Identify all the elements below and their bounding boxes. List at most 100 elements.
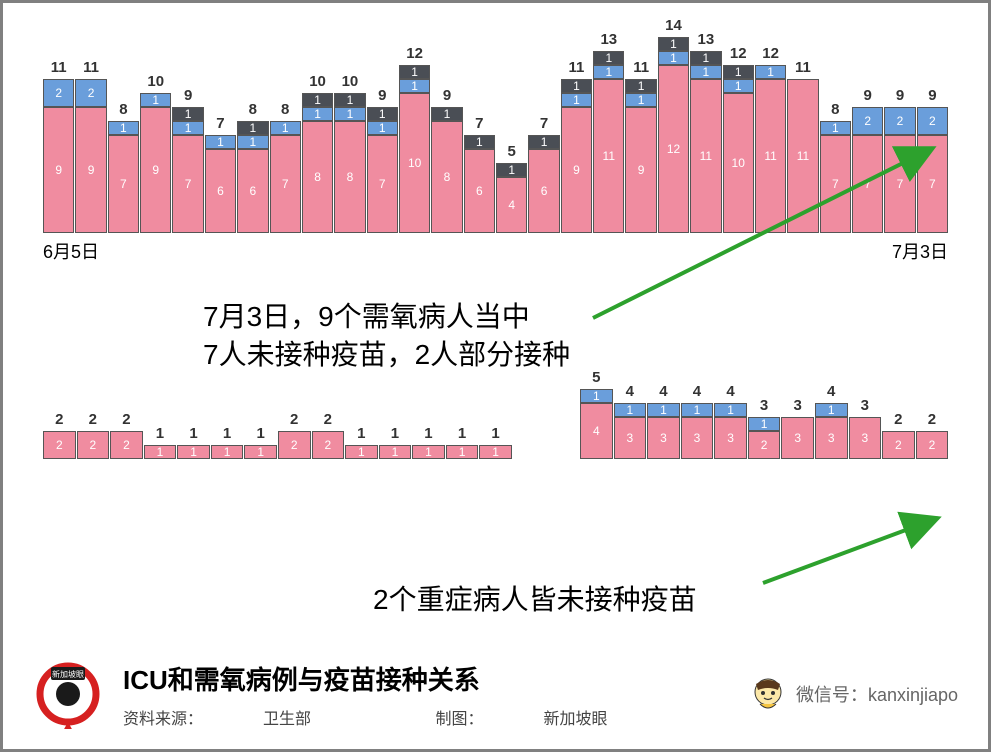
bar-total-label: 11 xyxy=(568,59,584,76)
bar-segment: 1 xyxy=(658,37,689,51)
bar-segment: 1 xyxy=(302,93,333,107)
bar-stack: 41 xyxy=(496,163,527,233)
bar-total-label: 10 xyxy=(342,73,359,90)
bar-segment: 6 xyxy=(205,149,236,233)
bar-total-label: 9 xyxy=(896,87,904,104)
bar-segment: 1 xyxy=(172,121,203,135)
bar-stack: 81 xyxy=(431,107,462,233)
bar-segment: 7 xyxy=(884,135,915,233)
bar-stack: 21 xyxy=(748,417,781,459)
chart-bottom-area: 2222221111111122221111111111541431431431… xyxy=(3,269,988,459)
bar-stack: 61 xyxy=(205,135,236,233)
bar-column: 1111 xyxy=(787,79,818,233)
bar-segment: 7 xyxy=(852,135,883,233)
bar-total-label: 1 xyxy=(357,425,365,442)
bar-total-label: 1 xyxy=(156,425,164,442)
bar-total-label: 11 xyxy=(51,59,67,76)
bar-segment: 1 xyxy=(399,79,430,93)
bar-segment: 1 xyxy=(334,107,365,121)
bar-segment: 1 xyxy=(820,121,851,135)
bar-column: 431 xyxy=(647,403,680,459)
bar-column: 1192 xyxy=(75,79,106,233)
date-end: 7月3日 xyxy=(892,238,948,264)
bar-total-label: 4 xyxy=(726,383,734,400)
bar-segment: 1 xyxy=(496,163,527,177)
bar-segment: 1 xyxy=(412,445,445,459)
bar-segment: 1 xyxy=(399,65,430,79)
bar-segment: 1 xyxy=(815,403,848,417)
bar-stack: 41 xyxy=(580,389,613,459)
bar-stack: 91 xyxy=(140,93,171,233)
bar-total-label: 1 xyxy=(491,425,499,442)
bar-segment: 9 xyxy=(75,107,106,233)
bar-stack: 3 xyxy=(781,417,814,459)
bar-total-label: 11 xyxy=(633,59,649,76)
bar-column: 9711 xyxy=(172,107,203,233)
source-line: 资料来源：卫生部 制图：新加坡眼 xyxy=(123,705,728,729)
credit-label: 制图： xyxy=(435,711,483,728)
bar-segment: 7 xyxy=(820,135,851,233)
bar-segment: 10 xyxy=(723,93,754,233)
bar-segment: 1 xyxy=(593,65,624,79)
bar-column: 541 xyxy=(496,163,527,233)
bar-segment: 3 xyxy=(614,417,647,459)
bar-segment: 11 xyxy=(690,79,721,233)
bar-column: 22 xyxy=(43,431,76,459)
wechat-label: 微信号： xyxy=(796,685,868,705)
oxygen-chart: 1192119287110919711761861187110811108119… xyxy=(43,23,948,233)
bar-column: 12111 xyxy=(755,65,786,233)
bar-column: 321 xyxy=(748,417,781,459)
bar-column: 541 xyxy=(580,389,613,459)
bar-total-label: 12 xyxy=(762,45,779,62)
date-axis-row: 6月5日 7月3日 xyxy=(3,233,988,269)
bar-segment: 1 xyxy=(479,445,512,459)
bar-stack: 1 xyxy=(345,445,378,459)
icu-chart: 2222221111111122221111111111541431431431… xyxy=(43,369,948,459)
bar-total-label: 12 xyxy=(730,45,747,62)
bar-segment: 1 xyxy=(367,121,398,135)
bar-segment: 3 xyxy=(714,417,747,459)
logo-icon: 新加坡眼 xyxy=(33,659,103,729)
bar-total-label: 9 xyxy=(184,87,192,104)
bar-total-label: 8 xyxy=(281,101,289,118)
bar-total-label: 5 xyxy=(592,369,600,386)
bar-segment: 2 xyxy=(916,431,949,459)
bar-segment: 8 xyxy=(334,121,365,233)
bar-segment: 1 xyxy=(211,445,244,459)
bar-column: 11 xyxy=(379,445,412,459)
bar-column: 11 xyxy=(479,445,512,459)
bar-segment: 1 xyxy=(464,135,495,149)
bar-stack: 811 xyxy=(302,93,333,233)
bar-segment: 1 xyxy=(237,121,268,135)
bar-stack: 1 xyxy=(379,445,412,459)
bar-segment: 1 xyxy=(561,79,592,93)
source-value: 卫生部 xyxy=(263,711,311,728)
bar-column: 431 xyxy=(714,403,747,459)
bar-segment: 3 xyxy=(647,417,680,459)
wechat-id: kanxinjiapo xyxy=(868,685,958,705)
bar-total-label: 14 xyxy=(665,17,682,34)
bar-total-label: 3 xyxy=(861,397,869,414)
bar-stack: 1 xyxy=(412,445,445,459)
bar-stack: 711 xyxy=(172,107,203,233)
bar-stack: 2 xyxy=(110,431,143,459)
bar-column: 972 xyxy=(917,107,948,233)
bar-segment: 1 xyxy=(614,403,647,417)
bar-segment: 1 xyxy=(723,65,754,79)
bar-total-label: 8 xyxy=(249,101,257,118)
bar-segment: 1 xyxy=(144,445,177,459)
bar-column: 121011 xyxy=(399,65,430,233)
bar-column: 22 xyxy=(110,431,143,459)
bar-total-label: 12 xyxy=(406,45,423,62)
bar-column: 972 xyxy=(852,107,883,233)
bar-column: 33 xyxy=(781,417,814,459)
bar-stack: 2 xyxy=(882,431,915,459)
bar-segment: 11 xyxy=(593,79,624,233)
bar-segment: 8 xyxy=(302,121,333,233)
bar-stack: 11 xyxy=(787,79,818,233)
bar-stack: 61 xyxy=(528,135,559,233)
bar-segment: 6 xyxy=(528,149,559,233)
bar-segment: 1 xyxy=(244,445,277,459)
bar-column: 33 xyxy=(849,417,882,459)
bar-stack: 1111 xyxy=(593,51,624,233)
